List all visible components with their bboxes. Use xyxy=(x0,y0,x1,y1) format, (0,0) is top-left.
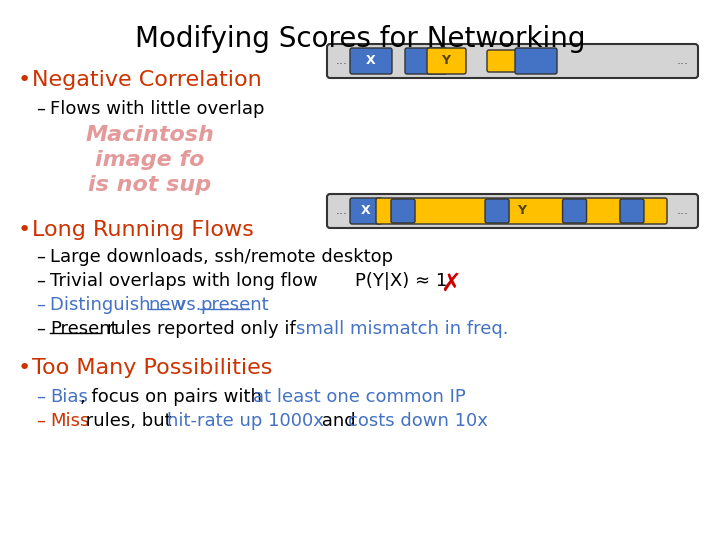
FancyBboxPatch shape xyxy=(487,50,523,72)
FancyBboxPatch shape xyxy=(427,48,466,74)
Text: –: – xyxy=(36,320,45,338)
Text: ...: ... xyxy=(336,205,348,218)
Text: Present: Present xyxy=(50,320,117,338)
Text: Y: Y xyxy=(517,205,526,218)
Text: Negative Correlation: Negative Correlation xyxy=(32,70,262,90)
FancyBboxPatch shape xyxy=(391,199,415,223)
Text: Large downloads, ssh/remote desktop: Large downloads, ssh/remote desktop xyxy=(50,248,393,266)
Text: –: – xyxy=(36,248,45,266)
FancyBboxPatch shape xyxy=(350,48,392,74)
FancyBboxPatch shape xyxy=(485,199,509,223)
Text: Too Many Possibilities: Too Many Possibilities xyxy=(32,358,272,378)
Text: •: • xyxy=(18,358,31,378)
Text: X: X xyxy=(366,55,376,68)
Text: vs.: vs. xyxy=(170,296,207,314)
Text: •: • xyxy=(18,220,31,240)
Text: –: – xyxy=(36,296,45,314)
Text: –: – xyxy=(36,100,45,118)
Text: rules, but: rules, but xyxy=(80,412,177,430)
FancyBboxPatch shape xyxy=(562,199,587,223)
Text: Distinguish: Distinguish xyxy=(50,296,156,314)
FancyBboxPatch shape xyxy=(327,194,698,228)
Text: Miss: Miss xyxy=(50,412,89,430)
Text: costs down 10x: costs down 10x xyxy=(348,412,488,430)
FancyBboxPatch shape xyxy=(327,44,698,78)
Text: Bias: Bias xyxy=(50,388,88,406)
FancyBboxPatch shape xyxy=(376,198,667,224)
Text: rules reported only if: rules reported only if xyxy=(101,320,302,338)
Text: hit-rate up 1000x: hit-rate up 1000x xyxy=(167,412,324,430)
Text: X: X xyxy=(361,205,371,218)
Text: new: new xyxy=(148,296,185,314)
Text: P(Y|X) ≈ 1: P(Y|X) ≈ 1 xyxy=(355,272,447,290)
Text: •: • xyxy=(18,70,31,90)
Text: Long Running Flows: Long Running Flows xyxy=(32,220,254,240)
Text: and: and xyxy=(316,412,361,430)
Text: ...: ... xyxy=(677,55,689,68)
Text: Flows with little overlap: Flows with little overlap xyxy=(50,100,264,118)
Text: small mismatch in freq.: small mismatch in freq. xyxy=(296,320,508,338)
FancyBboxPatch shape xyxy=(350,198,382,224)
FancyBboxPatch shape xyxy=(515,48,557,74)
Text: ✗: ✗ xyxy=(440,272,461,296)
Text: –: – xyxy=(36,388,45,406)
Text: –: – xyxy=(36,272,45,290)
Text: at least one common IP: at least one common IP xyxy=(253,388,466,406)
Text: Macintosh
image fo
is not sup: Macintosh image fo is not sup xyxy=(86,125,215,194)
Text: Y: Y xyxy=(441,55,451,68)
Text: , focus on pairs with: , focus on pairs with xyxy=(80,388,268,406)
Text: Modifying Scores for Networking: Modifying Scores for Networking xyxy=(135,25,585,53)
Text: –: – xyxy=(36,412,45,430)
FancyBboxPatch shape xyxy=(405,48,447,74)
Text: ...: ... xyxy=(336,55,348,68)
Text: Trivial overlaps with long flow: Trivial overlaps with long flow xyxy=(50,272,318,290)
FancyBboxPatch shape xyxy=(620,199,644,223)
Text: present: present xyxy=(200,296,269,314)
Text: ...: ... xyxy=(677,205,689,218)
